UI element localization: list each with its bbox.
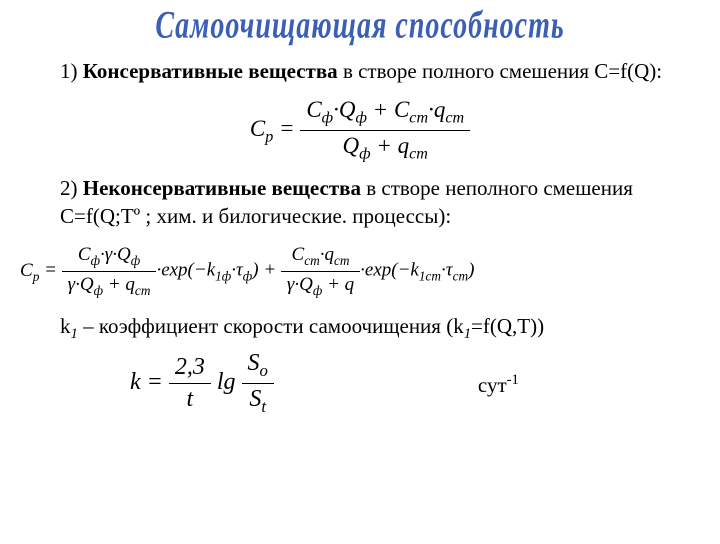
s2-prefix: 2) (60, 176, 83, 200)
section-2-text: 2) Неконсервативные вещества в створе не… (60, 175, 680, 230)
formula-1: Cр = Cф·Qф + Cст·qстQф + qст (0, 97, 720, 163)
s1-bold: Консервативные вещества (83, 59, 338, 83)
formula-3-row: k = 2,3t lg SoSt сут-1 (60, 338, 720, 429)
title-text: Самоочищающая способность (155, 4, 564, 47)
unit-label: сут-1 (478, 372, 519, 398)
formula-2: Cр = Cф·γ·Qфγ·Qф + qст·exp(−k1ф·τф) + Cс… (20, 244, 720, 299)
s1-tail: в створе полного смешения С=f(Q): (338, 59, 662, 83)
slide-title: Самоочищающая способность (0, 4, 720, 49)
s1-prefix: 1) (60, 59, 83, 83)
formula-3: k = 2,3t lg SoSt (130, 350, 274, 417)
s2-bold: Неконсервативные вещества (83, 176, 361, 200)
section-1-text: 1) Консервативные вещества в створе полн… (60, 58, 680, 85)
